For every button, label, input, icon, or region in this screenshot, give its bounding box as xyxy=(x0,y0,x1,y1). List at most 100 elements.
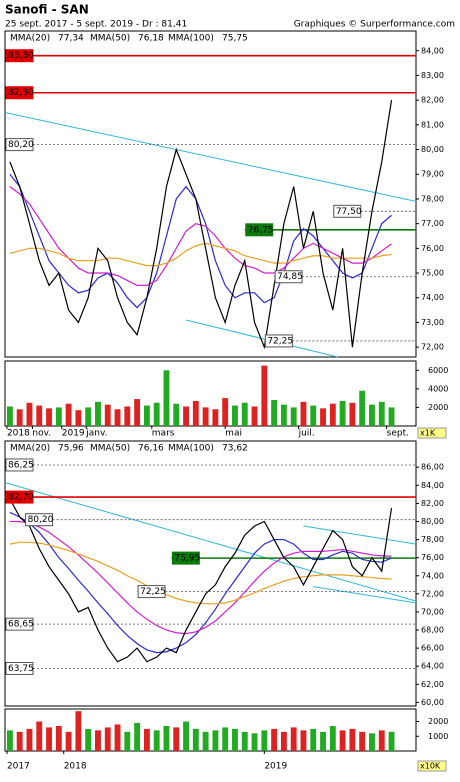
y-tick-label: 68,00 xyxy=(421,626,444,635)
y-tick-label: 82,00 xyxy=(421,96,444,105)
legend-name: MMA(50) xyxy=(90,34,130,44)
volume-bar xyxy=(143,728,150,751)
volume-bar xyxy=(378,401,385,426)
volume-bar xyxy=(173,727,180,751)
volume-bar xyxy=(114,409,121,426)
level-label: 77,50 xyxy=(336,207,362,217)
volume-panel xyxy=(4,360,417,427)
legend-value: 76,16 xyxy=(138,444,164,454)
volume-unit: x10K xyxy=(420,762,441,771)
volume-bar xyxy=(232,728,238,751)
price-panel xyxy=(4,30,417,358)
volume-bar xyxy=(36,721,43,751)
volume-bar xyxy=(359,390,366,426)
level-label: 86,25 xyxy=(8,460,34,470)
volume-bar xyxy=(143,405,150,426)
x-tick-label: 2019 xyxy=(62,429,85,439)
level-label: 63,75 xyxy=(8,664,34,674)
y-tick-label: 80,00 xyxy=(421,145,444,154)
price-line xyxy=(9,498,393,663)
price-line xyxy=(9,100,393,350)
unit-box xyxy=(417,760,447,772)
volume-bar xyxy=(271,400,278,426)
y-tick-label: 76,00 xyxy=(421,553,444,562)
level-label-box xyxy=(264,334,293,348)
moving-average xyxy=(9,173,392,309)
volume-bar xyxy=(85,407,92,426)
volume-bar xyxy=(320,731,326,751)
level-label: 80,20 xyxy=(8,140,34,150)
level-label-box xyxy=(5,49,34,63)
volume-bar xyxy=(261,730,268,751)
y-tick-label: 75,00 xyxy=(421,269,444,278)
volume-bar xyxy=(153,402,160,426)
x-tick-label: 2017 xyxy=(7,762,30,772)
y-tick-label: 80,00 xyxy=(421,517,444,526)
y-tick-label: 62,00 xyxy=(421,680,444,689)
volume-bar xyxy=(6,406,13,426)
legend-name: MMA(50) xyxy=(90,444,130,454)
volume-bar xyxy=(65,403,72,426)
volume-bar xyxy=(183,721,189,751)
volume-bar xyxy=(290,727,297,751)
y-tick-label: 60,00 xyxy=(421,698,444,707)
volume-bar xyxy=(261,365,268,426)
y-tick-label: 79,00 xyxy=(421,170,444,179)
volume-bar xyxy=(320,408,326,426)
price-panel xyxy=(4,440,417,707)
trendline xyxy=(313,586,417,604)
y-tick-label: 74,00 xyxy=(421,571,444,580)
volume-bar xyxy=(280,404,287,426)
legend-value: 73,62 xyxy=(222,444,248,454)
y-tick-label: 76,00 xyxy=(421,244,444,253)
x-tick-label: sept. xyxy=(387,429,409,439)
volume-tick-label: 2000 xyxy=(428,717,448,726)
volume-bar xyxy=(388,407,395,426)
moving-average xyxy=(9,520,392,635)
volume-bar xyxy=(95,401,101,426)
volume-bar xyxy=(280,731,287,751)
volume-bar xyxy=(16,409,23,426)
legend-name: MMA(20) xyxy=(10,34,50,44)
volume-bar xyxy=(104,727,111,751)
y-tick-label: 83,00 xyxy=(421,71,444,80)
x-tick-label: mars xyxy=(152,429,175,439)
volume-bar xyxy=(329,403,336,426)
volume-bar xyxy=(388,731,395,751)
trendline xyxy=(4,482,417,602)
volume-bar xyxy=(163,725,170,751)
x-tick-label: mai xyxy=(225,429,242,439)
y-tick-label: 81,00 xyxy=(421,120,444,129)
volume-bar xyxy=(124,406,131,426)
volume-bar xyxy=(46,408,52,426)
level-label: 72,25 xyxy=(140,587,166,597)
volume-bar xyxy=(75,410,82,426)
legend-name: MMA(100) xyxy=(168,444,214,454)
y-tick-label: 82,00 xyxy=(421,499,444,508)
level-label: 74,85 xyxy=(277,272,303,282)
volume-bar xyxy=(241,402,248,426)
legend-name: MMA(100) xyxy=(168,34,214,44)
trendline xyxy=(4,112,417,202)
volume-bar xyxy=(163,370,170,426)
volume-tick-label: 4000 xyxy=(428,384,448,393)
y-tick-label: 72,00 xyxy=(421,343,444,352)
volume-bar xyxy=(241,731,248,751)
level-label: 75,95 xyxy=(174,554,200,564)
source: Graphiques © Surperformance.com xyxy=(294,20,455,30)
volume-bar xyxy=(310,728,317,751)
moving-average xyxy=(9,242,392,267)
volume-bar xyxy=(114,724,121,751)
volume-bar xyxy=(192,400,199,426)
volume-bar xyxy=(310,405,317,426)
volume-bar xyxy=(222,727,229,751)
volume-tick-label: 1000 xyxy=(428,732,448,741)
volume-bar xyxy=(104,404,111,426)
x-tick-label: nov. xyxy=(32,429,51,439)
volume-bar xyxy=(124,731,131,751)
y-tick-label: 78,00 xyxy=(421,535,444,544)
volume-bar xyxy=(153,730,160,751)
unit-box xyxy=(417,427,447,439)
volume-bar xyxy=(134,723,141,751)
